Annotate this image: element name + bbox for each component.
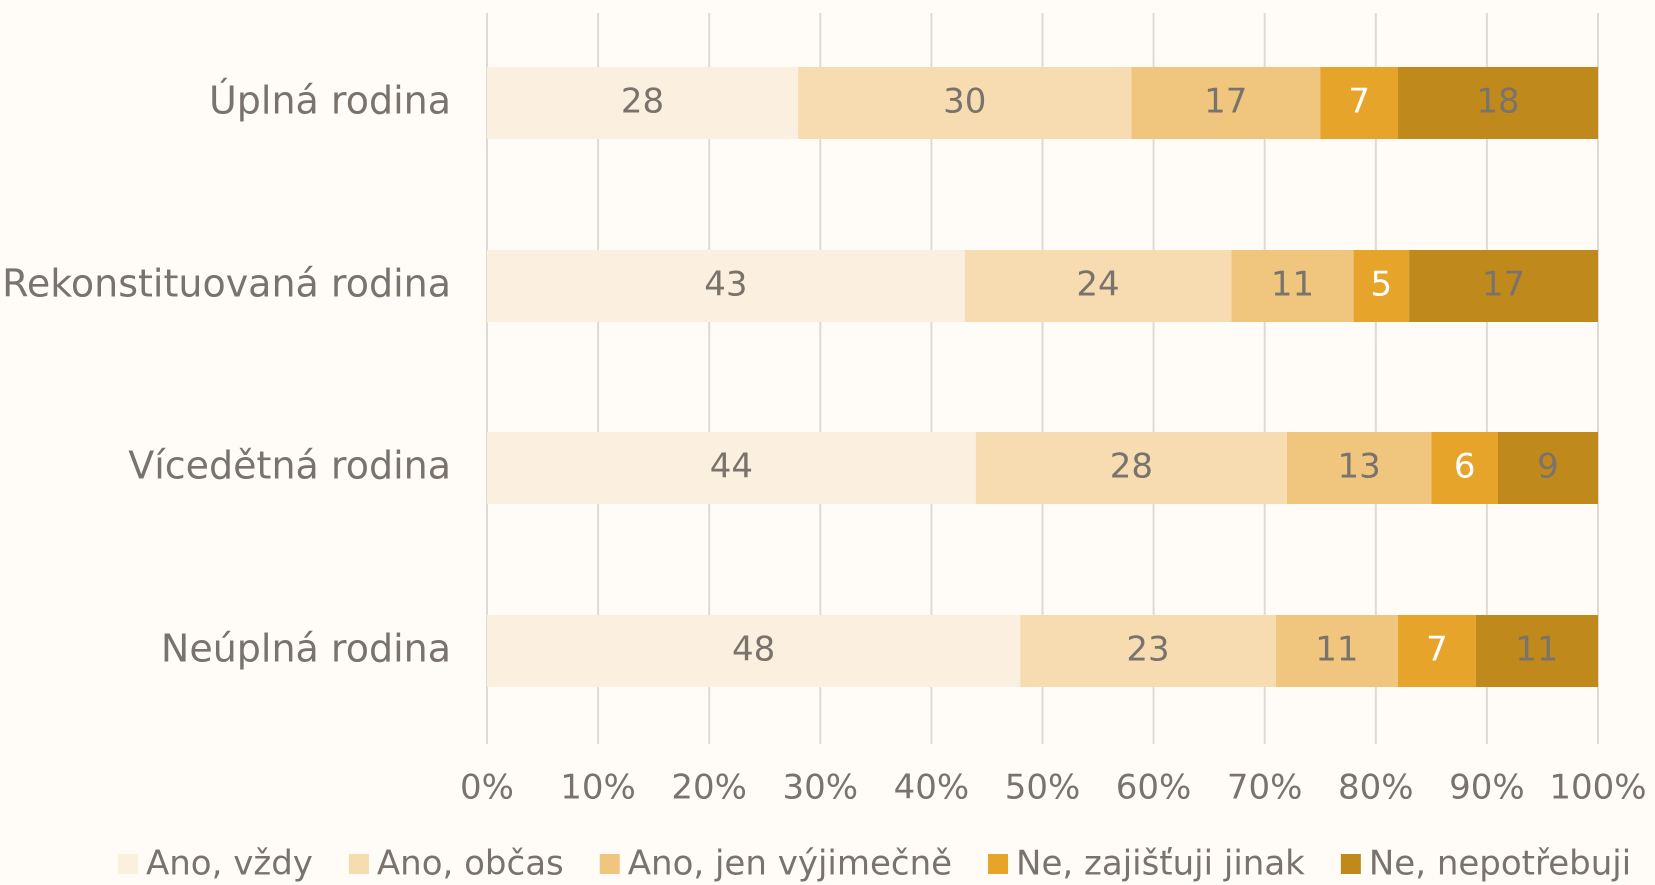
bar-segment — [964, 250, 1232, 322]
bar-segment — [487, 67, 799, 139]
data-label: 5 — [1371, 265, 1393, 305]
x-tick-label: 70% — [1227, 768, 1303, 808]
bar-segment — [1353, 250, 1410, 322]
data-label: 11 — [1315, 630, 1358, 670]
legend-swatch — [599, 854, 620, 874]
x-tick-label: 60% — [1116, 768, 1192, 808]
data-label: 7 — [1426, 630, 1448, 670]
legend-label: Ano, vždy — [146, 844, 313, 884]
data-label: 30 — [943, 82, 986, 122]
legend-label: Ne, nepotřebuji — [1369, 844, 1631, 884]
bar-segment — [1275, 615, 1399, 687]
data-label: 11 — [1271, 265, 1314, 305]
data-label: 24 — [1076, 265, 1119, 305]
data-label: 23 — [1126, 630, 1169, 670]
x-tick-label: 40% — [894, 768, 970, 808]
x-tick-label: 100% — [1549, 768, 1646, 808]
y-tick-label: Úplná rodina — [209, 79, 451, 123]
data-label: 28 — [621, 82, 664, 122]
bar-segment — [1320, 67, 1399, 139]
data-label: 9 — [1537, 447, 1559, 487]
data-label: 6 — [1454, 447, 1476, 487]
bar-segment — [975, 432, 1287, 504]
x-tick-label: 20% — [671, 768, 747, 808]
data-label: 7 — [1348, 82, 1370, 122]
y-tick-label: Neúplná rodina — [161, 627, 451, 671]
bar-segment — [1498, 432, 1598, 504]
bar-segment — [487, 250, 965, 322]
data-label: 28 — [1110, 447, 1153, 487]
bar-segment — [487, 432, 976, 504]
y-tick-label: Vícedětná rodina — [128, 444, 451, 488]
legend-swatch — [348, 854, 369, 874]
bar-segment — [1131, 67, 1321, 139]
data-label: 13 — [1338, 447, 1381, 487]
bar-segment — [1020, 615, 1276, 687]
bar-segment — [1231, 250, 1354, 322]
bar-segment — [798, 67, 1132, 139]
bar-segment — [1398, 615, 1476, 687]
data-label: 43 — [704, 265, 747, 305]
legend-swatch — [1340, 854, 1361, 874]
bar-segment — [1409, 250, 1598, 322]
legend-label: Ne, zajišťuji jinak — [1016, 844, 1305, 884]
x-tick-label: 10% — [560, 768, 636, 808]
x-tick-label: 0% — [460, 768, 514, 808]
bar-segment — [1398, 67, 1598, 139]
bar-segment — [1286, 432, 1432, 504]
legend-swatch — [988, 854, 1009, 874]
data-label: 18 — [1476, 82, 1519, 122]
data-label: 44 — [710, 447, 753, 487]
bar-segment — [1475, 615, 1598, 687]
y-tick-label: Rekonstituovaná rodina — [2, 262, 451, 306]
x-tick-label: 50% — [1005, 768, 1081, 808]
x-tick-label: 30% — [783, 768, 859, 808]
data-label: 17 — [1204, 82, 1247, 122]
bar-segment — [487, 615, 1021, 687]
data-label: 48 — [732, 630, 775, 670]
legend-label: Ano, jen výjimečně — [628, 844, 952, 884]
bar-segment — [1431, 432, 1499, 504]
legend-label: Ano, občas — [377, 844, 564, 884]
legend-swatch — [118, 854, 138, 874]
x-tick-label: 80% — [1338, 768, 1414, 808]
data-label: 11 — [1515, 630, 1558, 670]
x-tick-label: 90% — [1449, 768, 1525, 808]
data-label: 17 — [1482, 265, 1525, 305]
